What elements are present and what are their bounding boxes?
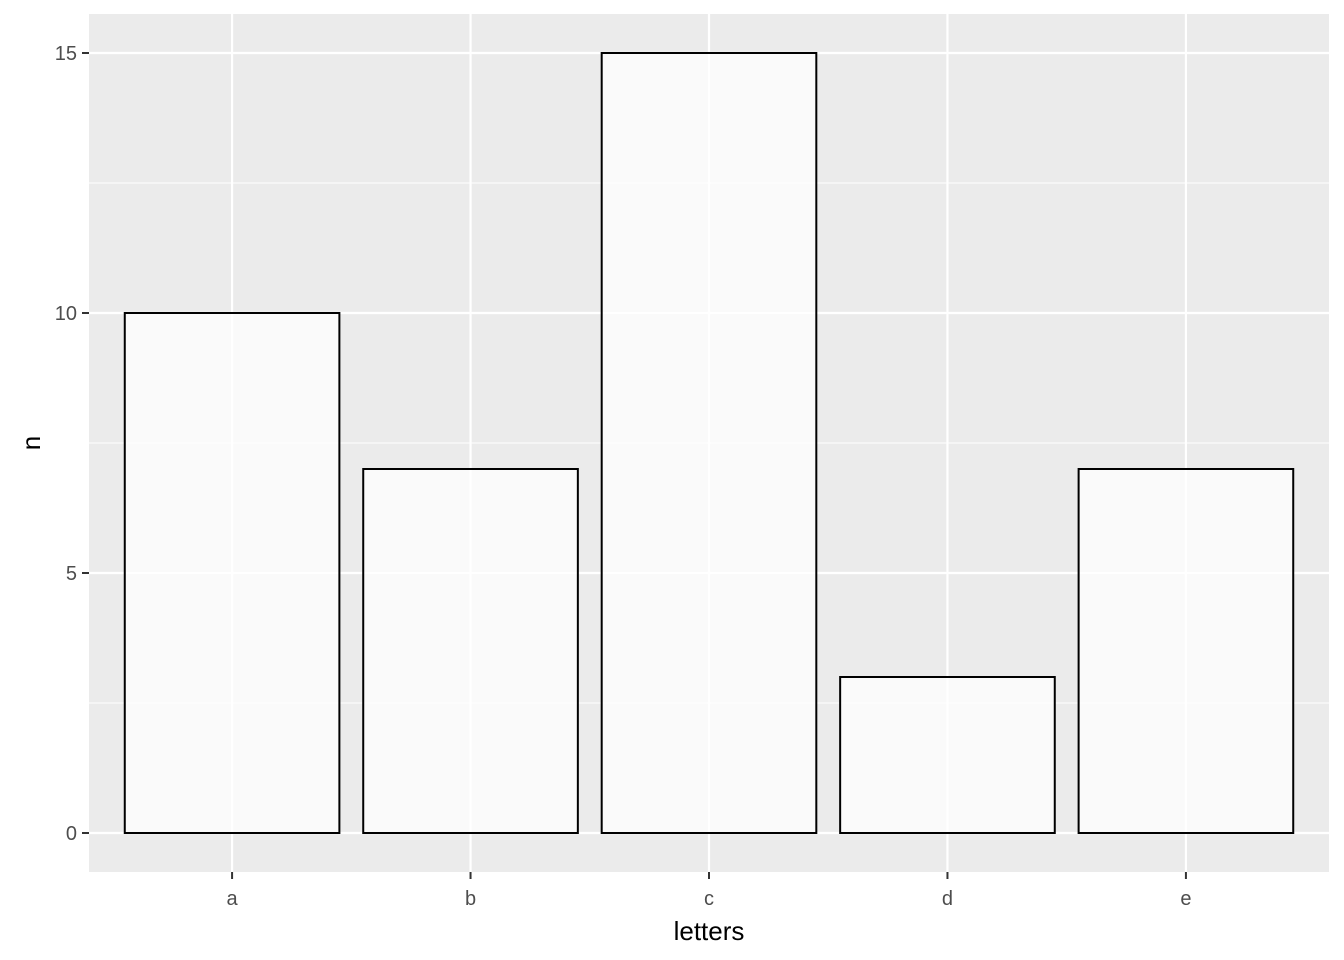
y-axis: 0 5 10 15 (55, 43, 89, 845)
y-tick-label: 5 (66, 563, 77, 585)
bar-a (123, 312, 341, 834)
y-tick-label: 15 (55, 43, 77, 65)
bar-c (600, 52, 818, 834)
x-axis-title: letters (674, 916, 745, 946)
x-tick-label: b (465, 888, 476, 910)
bar-d (839, 676, 1056, 834)
bars (123, 52, 1295, 834)
y-tick-label: 10 (55, 303, 77, 325)
x-tick-label: d (942, 888, 953, 910)
x-tick-label: e (1180, 888, 1191, 910)
x-tick-label: a (227, 888, 239, 910)
y-axis-title: n (16, 436, 46, 450)
bar-b (362, 468, 579, 834)
x-axis: a b c d e (227, 872, 1191, 910)
bar-e (1077, 468, 1295, 834)
x-tick-label: c (704, 888, 714, 910)
y-tick-label: 0 (66, 823, 77, 845)
